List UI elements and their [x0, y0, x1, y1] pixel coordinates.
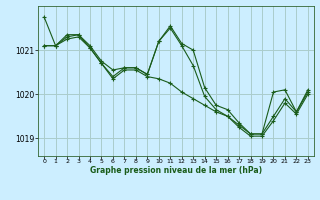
- X-axis label: Graphe pression niveau de la mer (hPa): Graphe pression niveau de la mer (hPa): [90, 166, 262, 175]
